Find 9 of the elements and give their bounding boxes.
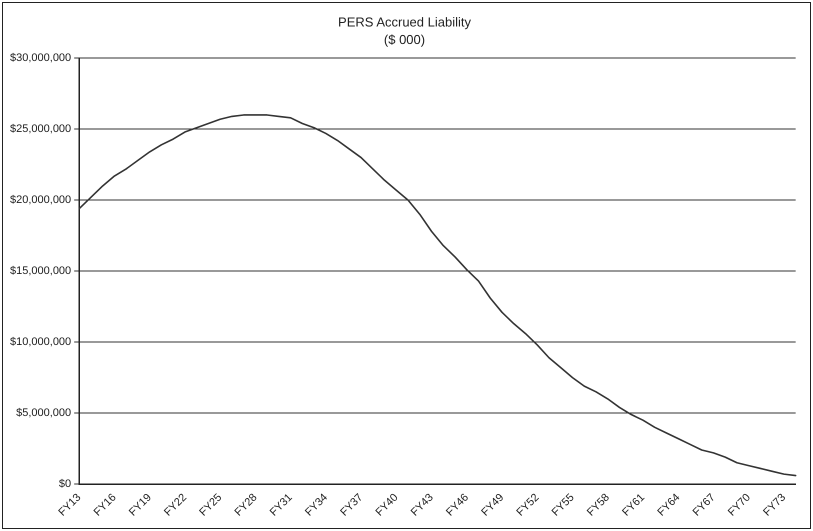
y-tick-label: $15,000,000: [10, 265, 72, 278]
chart-title: PERS Accrued Liability: [338, 14, 472, 30]
y-tick-label: $30,000,000: [10, 52, 72, 64]
y-tick-label: $0: [58, 478, 72, 490]
y-tick-label: $20,000,000: [10, 194, 72, 206]
y-tick-label: $25,000,000: [10, 123, 72, 136]
y-tick-label: $5,000,000: [16, 407, 72, 420]
chart-subtitle: ($ 000): [384, 32, 426, 47]
y-tick-label: $10,000,000: [10, 336, 72, 348]
